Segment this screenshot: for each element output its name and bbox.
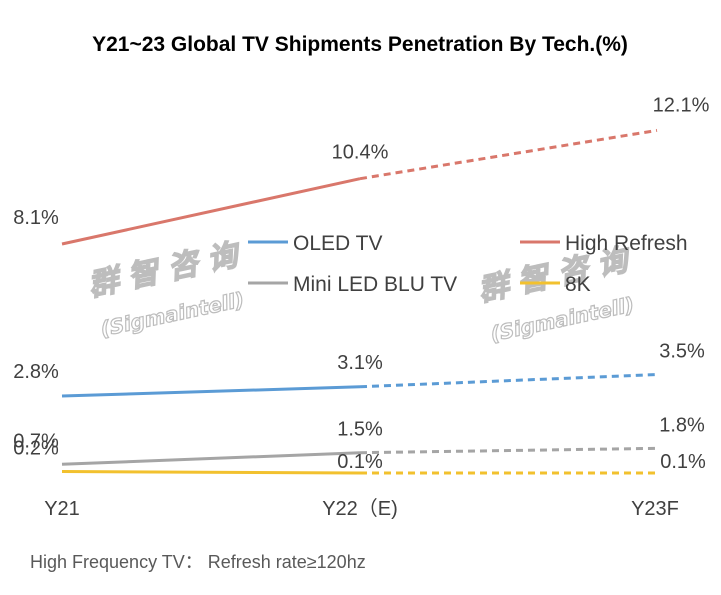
- series-line-actual: [61, 177, 361, 246]
- series-line-forecast: [359, 446, 658, 455]
- data-label: 0.2%: [13, 438, 59, 460]
- legend-label: 8K: [565, 273, 591, 296]
- series-line-actual: [61, 451, 361, 466]
- footnote: High Frequency TV： Refresh rate≥120hz: [30, 552, 366, 572]
- data-label: 10.4%: [332, 142, 389, 164]
- data-label: 0.1%: [660, 451, 706, 473]
- x-tick-label: Y23F: [631, 498, 679, 520]
- series-line-actual: [61, 385, 361, 398]
- watermark-right: 群 智 咨 询 (Sigmaintell): [475, 241, 637, 347]
- legend: OLED TV High Refresh Mini LED BLU TV 8K: [248, 232, 688, 296]
- data-label: 1.8%: [659, 414, 705, 436]
- x-tick-label: Y22（E): [322, 497, 398, 520]
- legend-item-high-refresh: High Refresh: [520, 232, 688, 255]
- legend-item-8k: 8K: [520, 273, 591, 296]
- series-line-forecast: [359, 373, 658, 389]
- series-line-actual: [61, 470, 361, 475]
- data-label: 1.5%: [337, 419, 383, 441]
- series-8k: 0.2% 0.1% 0.1%: [13, 438, 706, 475]
- legend-item-mini-led-blu-tv: Mini LED BLU TV: [248, 273, 457, 296]
- chart-title: Y21~23 Global TV Shipments Penetration B…: [92, 33, 628, 56]
- watermark-left: 群 智 咨 询 (Sigmaintell): [85, 236, 247, 342]
- series-high-refresh: 8.1% 10.4% 12.1%: [13, 94, 710, 246]
- x-axis: Y21 Y22（E) Y23F: [44, 497, 679, 520]
- legend-label: OLED TV: [293, 232, 382, 255]
- data-label: 12.1%: [653, 94, 710, 116]
- legend-item-oled-tv: OLED TV: [248, 232, 382, 255]
- data-label: 0.7%: [13, 430, 59, 452]
- series-layer: 2.8% 3.1%3.5%8.1%10.4%12.1%0.7%1.5% 1.8%0.…: [13, 94, 710, 475]
- data-label: 0.1%: [337, 451, 383, 473]
- series-mini-led-blu-tv: 0.7% 1.5% 1.8%: [13, 414, 705, 466]
- legend-label: High Refresh: [565, 232, 688, 255]
- data-label: 3.1%: [337, 352, 383, 374]
- x-tick-label: Y21: [44, 498, 80, 520]
- data-label: 2.8%: [13, 361, 59, 383]
- series-oled-tv: 2.8% 3.1% 3.5%: [13, 341, 705, 398]
- legend-label: Mini LED BLU TV: [293, 273, 457, 296]
- data-label: 8.1%: [13, 207, 59, 229]
- series-line-forecast: [359, 128, 658, 181]
- data-label: 3.5%: [659, 341, 705, 363]
